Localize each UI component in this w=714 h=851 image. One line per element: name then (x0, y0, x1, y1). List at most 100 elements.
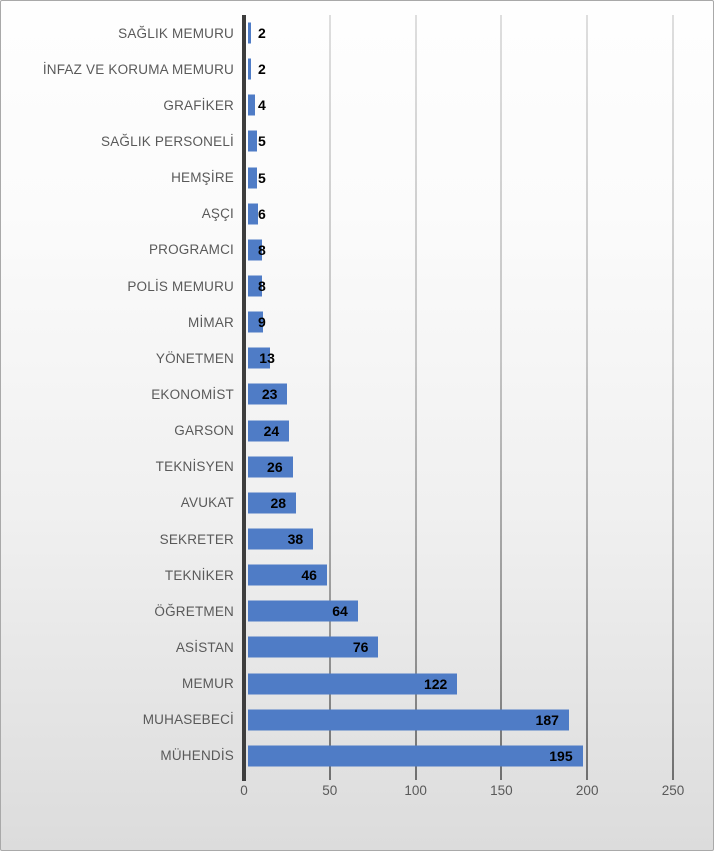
bar (248, 239, 262, 261)
category-label: MÜHENDİS (160, 748, 234, 764)
chart-row: GARSON 24 (1, 413, 713, 449)
chart-row: GRAFİKER 4 (1, 87, 713, 123)
value-label: 46 (301, 567, 317, 584)
chart-row: MEMUR 122 (1, 666, 713, 702)
chart-row: SAĞLIK MEMURU 2 (1, 15, 713, 51)
category-label: YÖNETMEN (155, 350, 234, 366)
category-label: MİMAR (188, 314, 234, 330)
bar (248, 636, 379, 658)
bar-zone: 5 (246, 160, 713, 196)
bar-zone: 76 (246, 629, 713, 665)
value-label: 13 (259, 350, 275, 367)
value-label: 6 (258, 205, 266, 222)
value-label: 8 (258, 278, 266, 295)
category-label: ÖĞRETMEN (154, 603, 234, 619)
bar-zone: 8 (246, 268, 713, 304)
bar-zone: 38 (246, 521, 713, 557)
category-label: TEKNİSYEN (155, 459, 234, 475)
category-label: ASİSTAN (175, 639, 234, 655)
gridline (672, 15, 674, 780)
chart-row: MİMAR 9 (1, 304, 713, 340)
bar-zone: 122 (246, 666, 713, 702)
value-label: 28 (270, 494, 287, 511)
x-axis-tick-label: 150 (490, 783, 513, 798)
bar-zone: 6 (246, 196, 713, 232)
bar-zone: 23 (246, 376, 713, 412)
chart-row: ASİSTAN 76 (1, 629, 713, 665)
value-label: 8 (258, 241, 266, 258)
category-label: GARSON (174, 423, 234, 439)
bar (248, 58, 252, 80)
value-label: 38 (287, 531, 304, 548)
chart-row: HEMŞİRE 5 (1, 160, 713, 196)
bar-zone: 28 (246, 485, 713, 521)
chart-row: TEKNİKER 46 (1, 557, 713, 593)
y-axis-line (242, 15, 246, 781)
value-label: 4 (258, 97, 266, 114)
chart-row: AVUKAT 28 (1, 485, 713, 521)
gridline (586, 15, 589, 780)
value-label: 2 (258, 61, 266, 78)
bar-zone: 26 (246, 449, 713, 485)
value-label: 64 (332, 603, 348, 620)
category-label: SEKRETER (159, 531, 234, 547)
chart-row: SEKRETER 38 (1, 521, 713, 557)
bar (248, 130, 257, 152)
value-label: 2 (258, 25, 266, 42)
value-label: 195 (549, 747, 573, 764)
category-label: AŞÇI (201, 206, 234, 222)
category-label: TEKNİKER (164, 567, 234, 583)
bar (248, 203, 259, 225)
value-label: 187 (535, 711, 559, 728)
chart-row: YÖNETMEN 13 (1, 340, 713, 376)
bar (248, 383, 288, 405)
bar (248, 564, 327, 586)
bar (248, 456, 293, 478)
bar-zone: 187 (246, 702, 713, 738)
bar (248, 94, 255, 116)
bar-zone: 8 (246, 232, 713, 268)
category-label: SAĞLIK MEMURU (118, 25, 234, 41)
value-label: 76 (352, 639, 369, 656)
bar (248, 275, 262, 297)
value-label: 23 (261, 386, 278, 403)
plot-area: SAĞLIK MEMURU 2 İNFAZ VE KORUMA MEMURU 2 GRA… (1, 15, 713, 774)
bar (248, 745, 583, 767)
bar (248, 167, 257, 189)
chart-row: EKONOMİST 23 (1, 376, 713, 412)
bar (248, 709, 569, 731)
category-label: SAĞLIK PERSONELİ (101, 133, 234, 149)
category-label: POLİS MEMURU (127, 278, 234, 294)
category-label: AVUKAT (180, 495, 234, 511)
x-axis-tick-label: 250 (661, 783, 685, 798)
category-label: MUHASEBECİ (142, 712, 234, 728)
chart-row: MUHASEBECİ 187 (1, 702, 713, 738)
category-label: HEMŞİRE (171, 170, 234, 186)
bar-zone: 13 (246, 340, 713, 376)
bar (248, 600, 358, 622)
value-label: 9 (258, 314, 266, 331)
bar (248, 420, 290, 442)
chart-row: AŞÇI 6 (1, 196, 713, 232)
bar-zone: 2 (246, 51, 713, 87)
category-label: PROGRAMCI (148, 242, 234, 258)
x-axis-tick-label: 50 (322, 783, 338, 798)
bar-zone: 24 (246, 413, 713, 449)
chart-row: PROGRAMCI 8 (1, 232, 713, 268)
bar (248, 347, 271, 369)
chart-row: MÜHENDİS 195 (1, 738, 713, 774)
value-label: 5 (258, 133, 266, 150)
bar (248, 492, 297, 514)
value-label: 5 (258, 169, 266, 186)
bar-zone: 64 (246, 593, 713, 629)
x-axis-tick-label: 200 (575, 783, 599, 798)
bar-zone: 4 (246, 87, 713, 123)
value-label: 122 (423, 675, 448, 692)
x-axis-tick-label: 0 (240, 783, 248, 798)
chart-row: ÖĞRETMEN 64 (1, 593, 713, 629)
bar-zone: 46 (246, 557, 713, 593)
x-axis-tick-label: 100 (404, 783, 427, 798)
bar (248, 673, 458, 695)
chart-row: TEKNİSYEN 26 (1, 449, 713, 485)
